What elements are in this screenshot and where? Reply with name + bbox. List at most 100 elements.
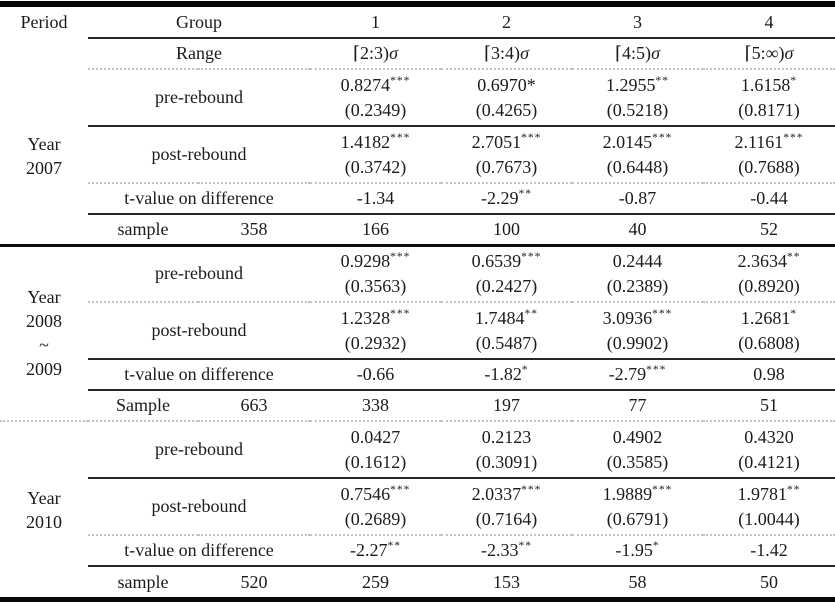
standard-error: (0.4121) xyxy=(738,452,800,472)
sample-count: 197 xyxy=(441,390,572,422)
significance-stars: ** xyxy=(655,75,669,87)
coefficient-value: 0.9298 xyxy=(340,251,391,272)
coefficient-value: 2.1161 xyxy=(734,132,784,152)
group-number-1: 1 xyxy=(310,7,441,39)
significance-stars: *** xyxy=(390,484,411,496)
sigma-symbol: σ xyxy=(520,43,529,63)
tvalue: -2.33 xyxy=(481,540,519,560)
period-line: 2010 xyxy=(26,511,62,532)
rebound-results-table: Period Group 1 2 3 4 Range ⌈2:3)σ ⌈3:4)σ… xyxy=(0,7,835,597)
pre-rebound-row-2008-2009: Year 2008 ~ 2009 pre-rebound 0.9298*** (0… xyxy=(0,245,835,422)
significance-stars: *** xyxy=(521,132,542,144)
sample-count: 51 xyxy=(703,390,835,422)
period-line: ~ xyxy=(39,335,49,356)
range-label: Range xyxy=(88,38,310,70)
coefficient-value: 1.9889 xyxy=(602,484,653,504)
row-label-post-rebound: post-rebound xyxy=(88,126,310,184)
range-text: ⌈4:5) xyxy=(615,43,652,63)
coefficient-value: 0.4902 xyxy=(612,427,663,447)
group-header: Group xyxy=(88,7,310,39)
significance-stars: ** xyxy=(524,308,538,320)
significance-stars: ** xyxy=(387,540,401,552)
range-row: Range ⌈2:3)σ ⌈3:4)σ ⌈4:5)σ ⌈5:∞)σ xyxy=(0,38,835,70)
coefficient-cell: 2.7051*** (0.7673) xyxy=(441,126,572,184)
coefficient-value: 0.2444 xyxy=(612,251,663,272)
coefficient-value: 1.2328 xyxy=(340,308,391,328)
standard-error: (0.2349) xyxy=(344,100,407,120)
coefficient-cell: 0.4902 (0.3585) xyxy=(572,421,703,479)
standard-error: (0.6448) xyxy=(606,157,669,177)
header-row: Period Group 1 2 3 4 xyxy=(0,7,835,39)
tvalue: -0.66 xyxy=(356,364,395,384)
coefficient-value: 0.8274 xyxy=(340,75,391,95)
sigma-symbol: σ xyxy=(389,43,398,63)
sample-count: 166 xyxy=(310,214,441,247)
significance-stars: *** xyxy=(521,484,542,496)
group-number-3: 3 xyxy=(572,7,703,39)
group-number-2: 2 xyxy=(441,7,572,39)
coefficient-value: 2.0337 xyxy=(471,484,522,504)
tvalue-cell: -2.27** xyxy=(310,535,441,567)
tvalue: 0.98 xyxy=(753,364,785,384)
coefficient-value: 1.6158 xyxy=(740,75,791,95)
significance-stars: *** xyxy=(390,308,411,320)
table-bottom-rule xyxy=(0,597,835,602)
row-label-tvalue: t-value on difference xyxy=(88,183,310,215)
coefficient-cell: 1.9889*** (0.6791) xyxy=(572,478,703,536)
row-label-pre-rebound: pre-rebound xyxy=(88,69,310,127)
coefficient-cell: 0.2444 (0.2389) xyxy=(572,245,703,303)
tvalue-cell: -0.87 xyxy=(572,183,703,215)
tvalue: -1.42 xyxy=(750,540,788,560)
standard-error: (0.2389) xyxy=(606,276,669,297)
significance-stars: *** xyxy=(390,132,411,144)
group-number-4: 4 xyxy=(703,7,835,39)
pre-rebound-row-2007: Year 2007 pre-rebound 0.8274*** (0.2349) … xyxy=(0,69,835,247)
coefficient-cell: 0.6970* (0.4265) xyxy=(441,69,572,127)
tvalue-cell: -1.42 xyxy=(703,535,835,567)
significance-stars: *** xyxy=(652,484,673,496)
significance-stars: * xyxy=(790,75,798,87)
standard-error: (0.6791) xyxy=(606,509,669,529)
sample-count: 100 xyxy=(441,214,572,247)
coefficient-cell: 0.2123 (0.3091) xyxy=(441,421,572,479)
range-cell-1: ⌈2:3)σ xyxy=(310,38,441,70)
standard-error: (0.9902) xyxy=(606,333,669,353)
standard-error: (0.6808) xyxy=(738,333,800,353)
standard-error: (0.5218) xyxy=(606,100,669,120)
range-cell-3: ⌈4:5)σ xyxy=(572,38,703,70)
row-label-pre-rebound: pre-rebound xyxy=(88,245,310,303)
tvalue-cell: -2.29** xyxy=(441,183,572,215)
tvalue-cell: -1.34 xyxy=(310,183,441,215)
sample-row-2010: sample 520 259 153 58 50 xyxy=(0,566,835,597)
standard-error: (0.8920) xyxy=(738,276,800,297)
tvalue-cell: -1.95* xyxy=(572,535,703,567)
tvalue: -0.87 xyxy=(618,188,657,208)
pre-rebound-row-2010: Year 2010 pre-rebound 0.0427 (0.1612) 0.2… xyxy=(0,421,835,532)
significance-stars: *** xyxy=(783,132,804,144)
significance-stars: * xyxy=(652,540,660,552)
standard-error: (0.4265) xyxy=(475,100,538,120)
standard-error: (0.2427) xyxy=(475,276,538,297)
period-line: Year xyxy=(27,134,61,155)
sigma-symbol: σ xyxy=(651,43,660,63)
coefficient-cell: 0.4320 (0.4121) xyxy=(703,421,835,479)
range-text: ⌈5:∞) xyxy=(744,43,785,63)
coefficient-cell: 0.0427 (0.1612) xyxy=(310,421,441,479)
row-label-post-rebound: post-rebound xyxy=(88,478,310,536)
row-label-tvalue: t-value on difference xyxy=(88,535,310,567)
coefficient-cell: 1.2681* (0.6808) xyxy=(703,302,835,360)
significance-stars: *** xyxy=(521,251,542,264)
tvalue: -2.29 xyxy=(481,188,519,208)
post-rebound-row-2007: post-rebound 1.4182*** (0.3742) 2.7051***… xyxy=(0,126,835,184)
standard-error: (0.1612) xyxy=(344,452,407,472)
significance-stars: ** xyxy=(518,188,532,200)
sample-count: 153 xyxy=(493,571,520,592)
coefficient-cell: 1.7484** (0.5487) xyxy=(441,302,572,360)
coefficient-cell: 0.8274*** (0.2349) xyxy=(310,69,441,127)
sample-label: Sample xyxy=(88,390,198,422)
tvalue-cell: -0.66 xyxy=(310,359,441,391)
significance-stars: *** xyxy=(652,308,673,320)
coefficient-value: 3.0936 xyxy=(602,308,653,328)
period-line: 2008 xyxy=(26,311,62,332)
